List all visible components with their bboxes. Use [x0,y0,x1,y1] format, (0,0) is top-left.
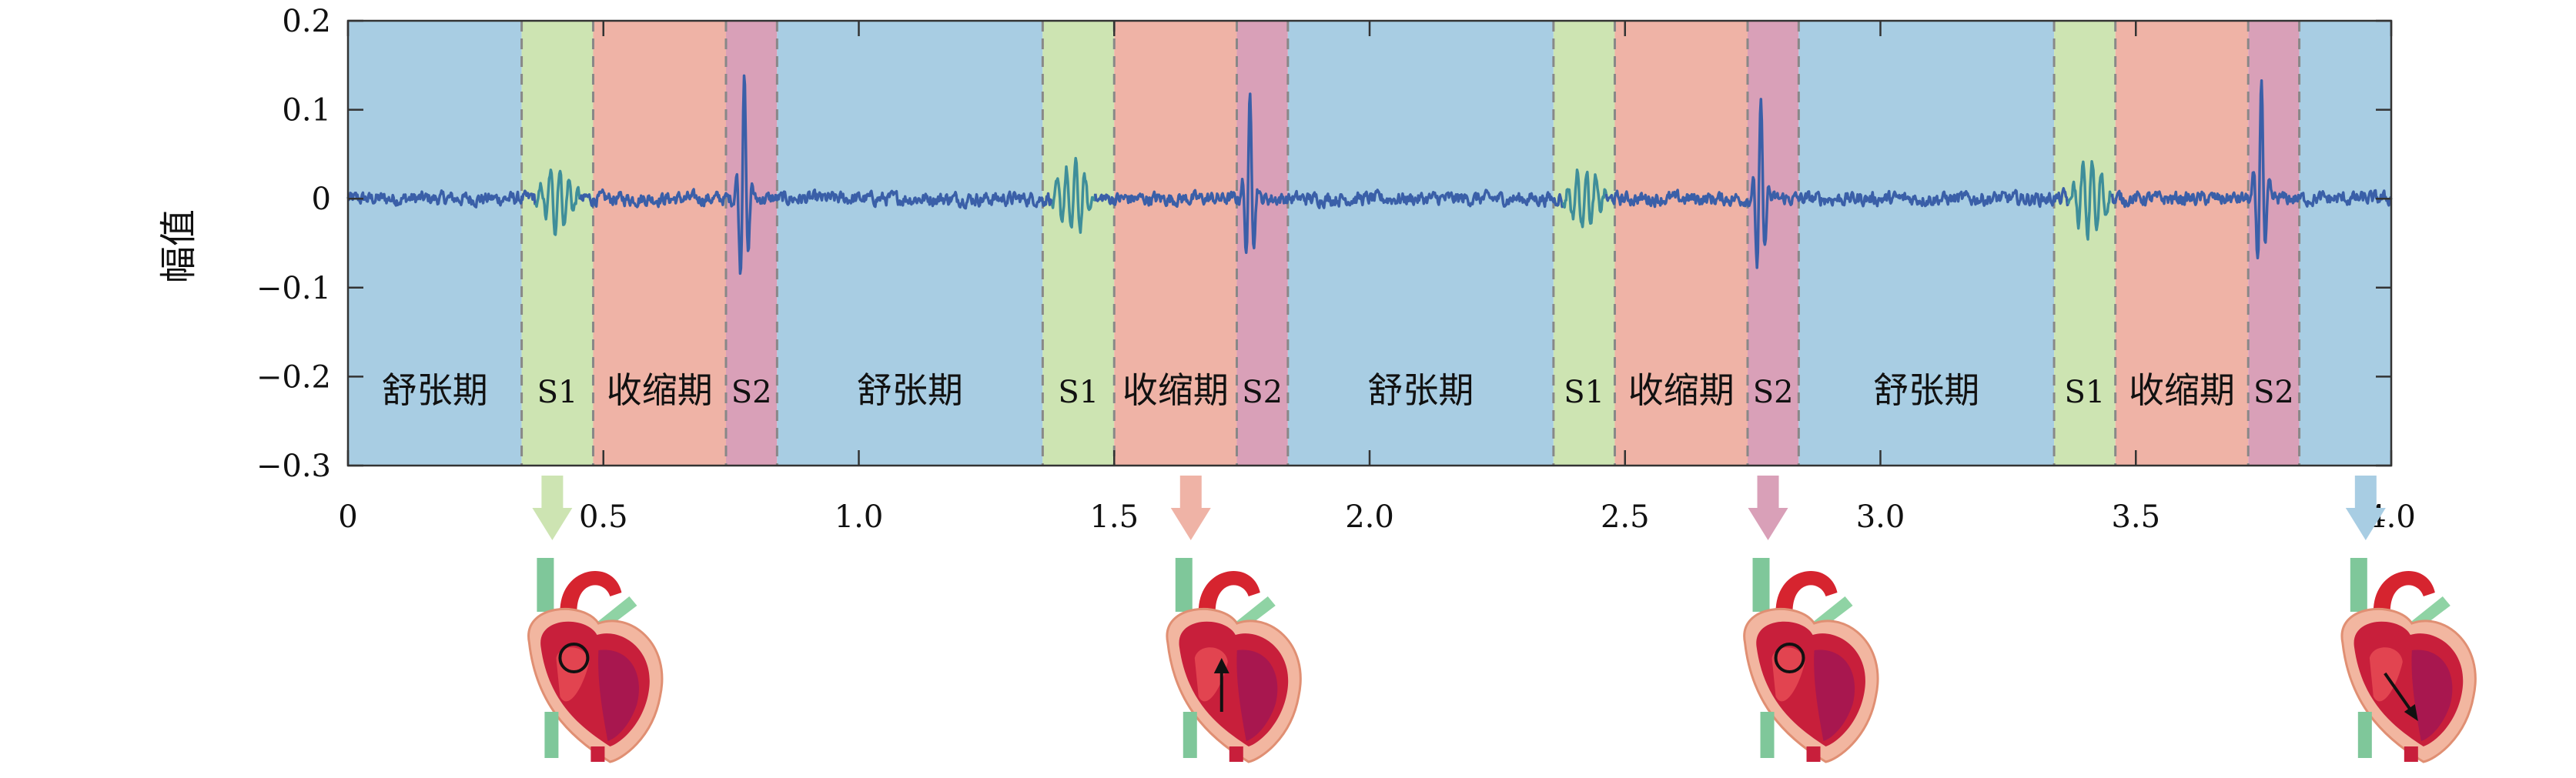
signal-segment [534,169,581,236]
y-tick-label: −0.3 [256,449,331,484]
y-tick-label: 0.2 [282,4,331,39]
x-tick-label: 1.0 [835,499,884,535]
phase-band-diastole [1287,21,1554,466]
phase-band-diastole [2299,21,2391,466]
x-tick-label: 1.5 [1089,499,1139,535]
heart-illustrations [527,558,2477,763]
x-tick-label: 0.5 [579,499,628,535]
phase-label: 舒张期 [382,369,488,411]
phase-label: S2 [731,375,772,410]
x-tick-label: 2.0 [1345,499,1394,535]
phase-label: S1 [2064,375,2105,410]
phase-label: 收缩期 [607,369,713,411]
valve-circle-marker [558,643,590,673]
signal-segment [2066,160,2114,241]
signal-segment [346,189,537,209]
phase-label: 收缩期 [1628,369,1735,411]
phase-band-systole [593,21,726,466]
phase-label: 舒张期 [1367,369,1474,411]
phase-labels: 舒张期 S1 收缩期 S2 舒张期 S1 收缩期 S2 舒张期 S1 收缩期 S2 舒张期 S1 收缩期 S2 [382,369,2294,411]
phase-band-systole [2115,21,2249,466]
phase-label: S2 [1242,375,1283,410]
phase-arrow-icon [1170,476,1211,540]
y-tick-label: 0 [312,182,331,217]
phase-arrow-icon [532,476,573,540]
phase-boundaries [520,21,2301,466]
phase-label: S2 [2253,375,2294,410]
phase-label: 收缩期 [2129,369,2235,411]
signal-segment [1050,156,1097,234]
signal-segment [1094,92,1564,255]
heart-icon [527,558,664,763]
phase-arrows [532,476,2386,540]
x-tick-label: 3.5 [2111,499,2160,535]
phase-label: S1 [1564,375,1604,410]
y-tick-label: −0.2 [256,359,331,395]
heart-icon [1743,558,1879,763]
signal-segment [1561,169,1608,229]
signal-segment [2110,78,2393,260]
signal-segment [1604,98,2069,269]
axes: 0.20.10−0.1−0.2−0.30 0.5 1.0 1.5 2.0 2.5 3.0 3.… [256,4,2416,535]
y-tick-label: −0.1 [256,271,331,306]
phase-band-systole [1614,21,1748,466]
phase-band-s1 [1042,21,1115,466]
phase-label: 舒张期 [1873,369,1979,411]
phase-arrow-icon [1748,476,1788,540]
heart-icon [2340,558,2477,763]
phase-label: S2 [1753,375,1794,410]
phase-band-s1 [2054,21,2116,466]
signal-segment [578,74,1054,275]
y-axis-label: 幅值 [157,209,200,283]
heart-icon [1166,558,1302,763]
phase-bands [348,21,2391,466]
phase-label: S1 [1058,375,1099,410]
signal-trace [346,74,2393,275]
phase-band-diastole [1798,21,2055,466]
phase-arrow-icon [2345,476,2386,540]
phase-band-s1 [521,21,594,466]
phase-band-s2 [725,21,778,466]
phase-band-diastole [777,21,1043,466]
x-tick-label: 3.0 [1856,499,1905,535]
x-tick-label: 2.5 [1601,499,1650,535]
phase-band-systole [1114,21,1237,466]
phase-label: S1 [537,375,578,410]
x-tick-label: 0 [338,499,357,535]
y-tick-label: 0.1 [282,93,331,129]
valve-circle-marker [1774,643,1805,673]
phase-band-s1 [1553,21,1615,466]
phase-label: 舒张期 [857,369,963,411]
phase-label: 收缩期 [1122,369,1229,411]
phase-band-diastole [348,21,522,466]
